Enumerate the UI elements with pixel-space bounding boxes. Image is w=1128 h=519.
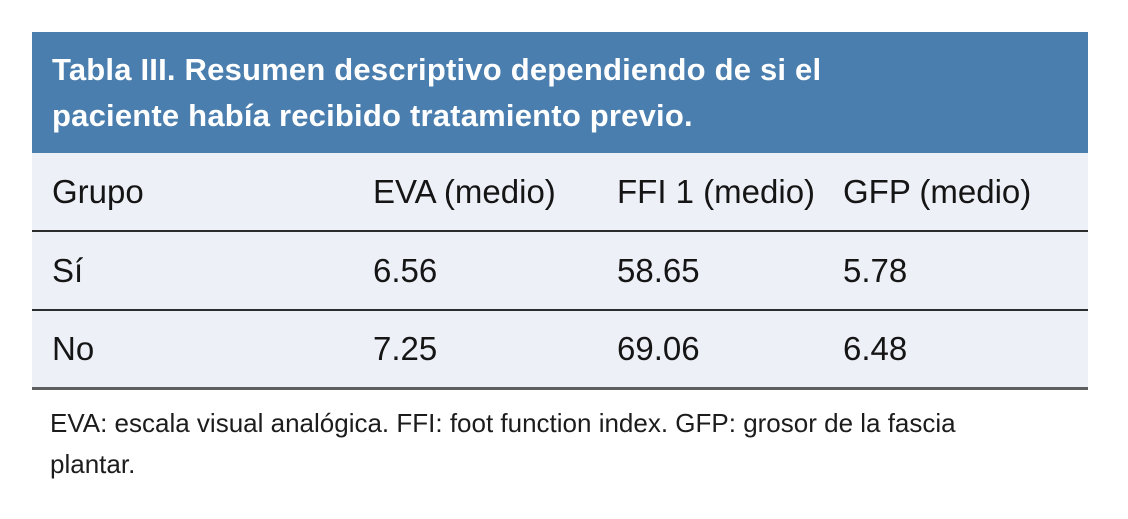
cell-si-eva: 6.56 xyxy=(373,231,617,311)
col-header-ffi: FFI 1 (medio) xyxy=(617,153,843,232)
cell-si-ffi: 58.65 xyxy=(617,231,843,311)
col-header-grupo: Grupo xyxy=(32,153,373,232)
table-title-line-1: Tabla III. Resumen descriptivo dependien… xyxy=(52,52,822,87)
table-iii-card: Tabla III. Resumen descriptivo dependien… xyxy=(32,32,1088,485)
table-header-row: Grupo EVA (medio) FFI 1 (medio) GFP (med… xyxy=(32,153,1088,232)
col-header-gfp: GFP (medio) xyxy=(843,153,1088,232)
col-header-eva: EVA (medio) xyxy=(373,153,617,232)
cell-no-eva: 7.25 xyxy=(373,310,617,390)
footnote-line-2: plantar. xyxy=(50,448,136,479)
footnote-line-1: EVA: escala visual analógica. FFI: foot … xyxy=(50,407,956,438)
table-title-bar: Tabla III. Resumen descriptivo dependien… xyxy=(32,32,1088,153)
row-label-no: No xyxy=(32,310,373,390)
cell-si-gfp: 5.78 xyxy=(843,231,1088,311)
row-label-si: Sí xyxy=(32,231,373,311)
table-row-si: Sí 6.56 58.65 5.78 xyxy=(32,231,1088,311)
table-footnote: EVA: escala visual analógica. FFI: foot … xyxy=(32,403,1088,485)
cell-no-ffi: 69.06 xyxy=(617,310,843,390)
cell-no-gfp: 6.48 xyxy=(843,310,1088,390)
table-title-line-2: paciente había recibido tratamiento prev… xyxy=(52,98,693,133)
summary-table: Grupo EVA (medio) FFI 1 (medio) GFP (med… xyxy=(32,153,1088,390)
table-row-no: No 7.25 69.06 6.48 xyxy=(32,310,1088,390)
